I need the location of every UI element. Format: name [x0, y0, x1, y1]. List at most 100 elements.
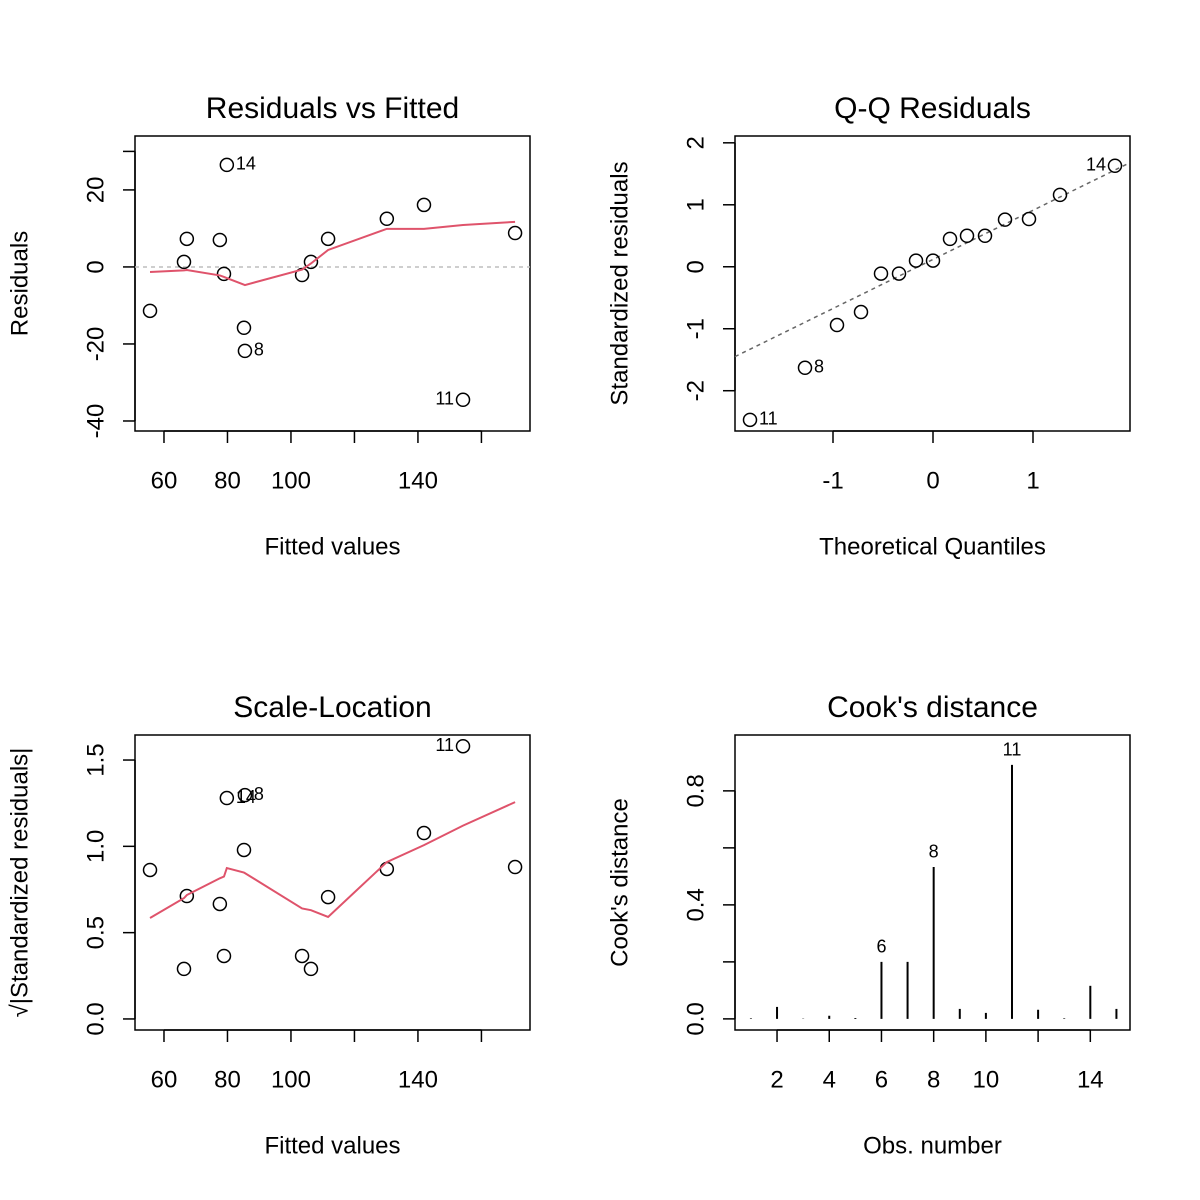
y-tick-label: 0.5	[82, 916, 109, 949]
point	[379, 861, 395, 877]
qq-line	[734, 161, 1131, 358]
point	[216, 266, 232, 282]
smoother-line	[149, 220, 516, 287]
point-label: 11	[435, 389, 454, 409]
point	[379, 211, 395, 227]
point	[176, 961, 192, 977]
plot-box	[734, 135, 1131, 432]
point	[853, 304, 869, 320]
point	[1052, 187, 1068, 203]
point	[303, 961, 319, 977]
y-tick-label: 20	[82, 177, 109, 204]
y-axis-title: Standardized residuals	[606, 161, 633, 405]
point	[212, 896, 228, 912]
point	[455, 738, 471, 754]
point	[873, 266, 889, 281]
point	[416, 197, 432, 213]
point	[142, 303, 158, 319]
point	[977, 228, 993, 244]
panel-title: Cook's distance	[827, 691, 1038, 724]
x-tick-label: 1	[1026, 467, 1039, 494]
x-tick-label: 100	[271, 1066, 311, 1093]
x-tick-label: 10	[973, 1066, 1000, 1093]
point	[320, 231, 336, 247]
point	[320, 889, 336, 905]
point	[237, 343, 253, 359]
bar-label: 6	[876, 937, 886, 957]
x-tick-label: 140	[398, 467, 438, 494]
y-tick-label: 0.0	[82, 1002, 109, 1035]
panel-title: Scale-Location	[233, 691, 431, 724]
point	[236, 320, 252, 336]
y-tick-label: 1.5	[82, 743, 109, 776]
x-tick-label: 60	[151, 467, 178, 494]
point	[176, 254, 192, 270]
y-tick-label: -20	[82, 327, 109, 362]
point	[179, 231, 195, 247]
point-label: 8	[254, 340, 264, 360]
x-tick-label: 4	[823, 1066, 836, 1093]
point	[891, 266, 907, 281]
x-tick-label: 6	[875, 1066, 888, 1093]
point	[942, 231, 958, 247]
point-label: 8	[814, 357, 824, 377]
y-tick-label: 2	[682, 136, 709, 149]
x-tick-label: 2	[770, 1066, 783, 1093]
x-axis-title: Fitted values	[264, 533, 400, 560]
point	[959, 228, 975, 244]
point-label: 14	[236, 154, 256, 174]
y-axis-title: √|Standardized residuals|	[6, 748, 33, 1018]
point	[219, 790, 235, 806]
x-tick-label: 80	[214, 467, 241, 494]
point	[507, 225, 523, 241]
point	[237, 787, 253, 803]
point	[216, 948, 232, 964]
plot-box	[734, 734, 1131, 1031]
y-tick-label: 1	[682, 198, 709, 211]
y-tick-label: -2	[682, 380, 709, 401]
y-tick-label: 0.4	[682, 888, 709, 921]
x-axis-title: Fitted values	[264, 1132, 400, 1159]
x-tick-label: 0	[926, 467, 939, 494]
point	[797, 360, 813, 376]
bar-label: 8	[929, 842, 939, 862]
point	[236, 842, 252, 858]
y-axis-title: Cook's distance	[606, 798, 633, 967]
x-axis-title: Theoretical Quantiles	[819, 533, 1046, 560]
x-tick-label: 140	[398, 1066, 438, 1093]
point	[1021, 211, 1037, 227]
point	[908, 253, 924, 268]
point	[212, 232, 228, 248]
smoother-line	[149, 801, 516, 919]
x-tick-label: 80	[214, 1066, 241, 1093]
y-tick-label: 0.8	[682, 774, 709, 807]
panel-title: Residuals vs Fitted	[206, 92, 459, 125]
point	[507, 859, 523, 875]
point	[294, 948, 310, 964]
point	[219, 157, 235, 173]
plot-box	[134, 734, 531, 1031]
point-label: 11	[759, 409, 778, 429]
y-tick-label: -1	[682, 318, 709, 339]
point	[997, 212, 1013, 227]
point-label: 14	[1086, 154, 1106, 174]
y-tick-label: 0	[682, 260, 709, 273]
point	[303, 254, 319, 270]
point	[179, 888, 195, 904]
x-tick-label: 8	[927, 1066, 940, 1093]
x-tick-label: 100	[271, 467, 311, 494]
y-axis-title: Residuals	[6, 231, 33, 336]
x-tick-label: 60	[151, 1066, 178, 1093]
point	[142, 862, 158, 878]
x-tick-label: 14	[1077, 1066, 1104, 1093]
y-tick-label: 0.0	[682, 1002, 709, 1035]
point	[829, 317, 845, 333]
point-label: 8	[254, 784, 264, 804]
point	[1107, 158, 1123, 173]
x-axis-title: Obs. number	[863, 1132, 1002, 1159]
x-tick-label: -1	[822, 467, 843, 494]
y-tick-label: -40	[82, 404, 109, 439]
point-label: 11	[435, 735, 454, 755]
